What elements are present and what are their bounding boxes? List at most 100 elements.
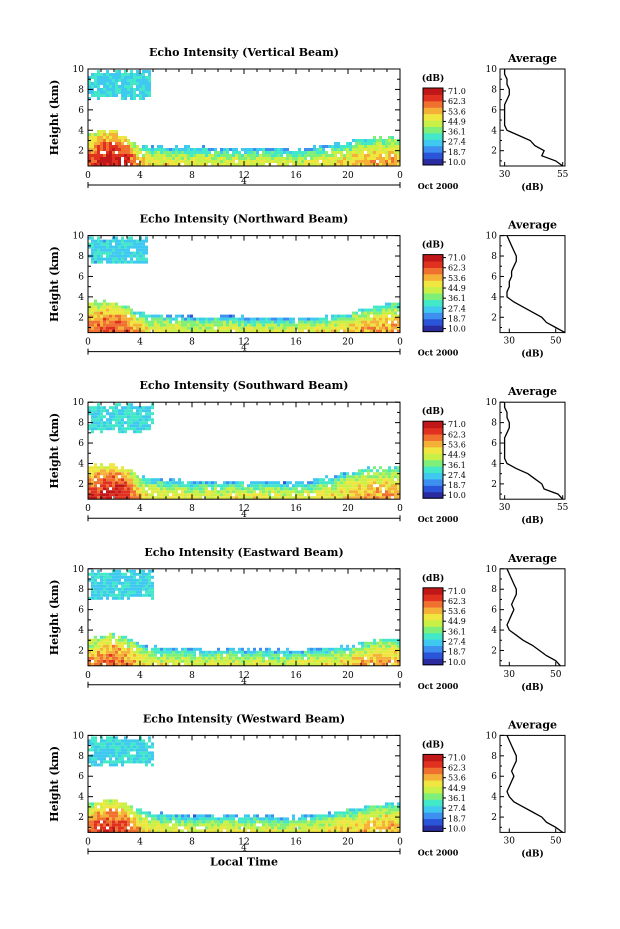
heatmap-cell bbox=[112, 305, 115, 309]
colorbar-segment bbox=[423, 459, 443, 467]
heatmap-cell bbox=[382, 656, 385, 660]
heatmap-cell bbox=[133, 157, 136, 160]
heatmap-cell bbox=[127, 751, 130, 755]
heatmap-cell bbox=[193, 829, 196, 833]
heatmap-cell bbox=[115, 584, 118, 588]
heatmap-cell bbox=[88, 424, 91, 428]
heatmap-cell bbox=[373, 320, 376, 324]
heatmap-cell bbox=[211, 659, 214, 663]
heatmap-cell bbox=[280, 487, 283, 491]
heatmap-cell bbox=[103, 757, 106, 761]
heatmap-cell bbox=[373, 151, 376, 154]
heatmap-cell bbox=[106, 490, 109, 494]
heatmap-cell bbox=[271, 650, 274, 654]
heatmap-cell bbox=[100, 596, 103, 600]
heatmap-cell bbox=[145, 811, 148, 815]
heatmap-cell bbox=[148, 814, 151, 818]
heatmap-cell bbox=[265, 320, 268, 324]
heatmap-cell bbox=[160, 647, 163, 651]
heatmap-cell bbox=[127, 239, 130, 243]
colorbar-unit: (dB) bbox=[422, 240, 444, 251]
heatmap-cell bbox=[142, 487, 145, 491]
heatmap-cell bbox=[184, 814, 187, 818]
heatmap-cell bbox=[139, 578, 142, 582]
heatmap-cell bbox=[352, 829, 355, 833]
date-label: Oct 2000 bbox=[418, 348, 459, 358]
heatmap-cell bbox=[376, 142, 379, 145]
heatmap-cell bbox=[349, 475, 352, 479]
heatmap-cell bbox=[217, 154, 220, 157]
heatmap-cell bbox=[217, 157, 220, 160]
heatmap-cell bbox=[367, 493, 370, 497]
heatmap-cell bbox=[121, 493, 124, 497]
heatmap-cell bbox=[166, 487, 169, 491]
heatmap-cell bbox=[106, 814, 109, 818]
heatmap-cell bbox=[100, 415, 103, 419]
heatmap-cell bbox=[145, 251, 148, 255]
colorbar-tick-label: 71.0 bbox=[448, 254, 466, 263]
heatmap-cell bbox=[322, 145, 325, 148]
heatmap-cell bbox=[124, 638, 127, 642]
heatmap-cell bbox=[313, 823, 316, 827]
heatmap-cell bbox=[241, 329, 244, 333]
heatmap-cell bbox=[361, 475, 364, 479]
heatmap-cell bbox=[391, 320, 394, 324]
heatmap-cell bbox=[292, 317, 295, 321]
heatmap-cell bbox=[256, 820, 259, 824]
heatmap-cell bbox=[130, 421, 133, 425]
heatmap-cell bbox=[112, 326, 115, 330]
heatmap-cell bbox=[262, 823, 265, 827]
heatmap-cell bbox=[397, 481, 400, 485]
heatmap-cell bbox=[316, 493, 319, 497]
heatmap-cell bbox=[88, 151, 91, 154]
heatmap-cell bbox=[205, 817, 208, 821]
heatmap-cell bbox=[193, 656, 196, 660]
heatmap-cell bbox=[223, 814, 226, 818]
heatmap-cell bbox=[235, 148, 238, 151]
heatmap-cell bbox=[91, 736, 94, 740]
heatmap-cell bbox=[340, 647, 343, 651]
heatmap-cell bbox=[145, 829, 148, 833]
heatmap-cell bbox=[229, 817, 232, 821]
heatmap-cell bbox=[178, 148, 181, 151]
heatmap-cell bbox=[127, 748, 130, 752]
heatmap-cell bbox=[250, 317, 253, 321]
heatmap-cell bbox=[340, 317, 343, 321]
heatmap-cell bbox=[382, 317, 385, 321]
heatmap-cell bbox=[322, 826, 325, 830]
heatmap-cell bbox=[103, 317, 106, 321]
heatmap-cell bbox=[367, 317, 370, 321]
y-tick-label: 6 bbox=[78, 272, 84, 282]
heatmap-cell bbox=[112, 799, 115, 803]
heatmap-cell bbox=[94, 406, 97, 410]
heatmap-cell bbox=[379, 157, 382, 160]
heatmap-cell bbox=[166, 323, 169, 327]
heatmap-cell bbox=[136, 644, 139, 648]
heatmap-cell bbox=[109, 157, 112, 160]
heatmap-cell bbox=[94, 91, 97, 94]
heatmap-cell bbox=[391, 160, 394, 163]
heatmap-cell bbox=[340, 811, 343, 815]
heatmap-cell bbox=[319, 829, 322, 833]
heatmap-cell bbox=[103, 157, 106, 160]
heatmap-cell bbox=[145, 572, 148, 576]
heatmap-cell bbox=[100, 245, 103, 249]
heatmap-cell bbox=[115, 736, 118, 740]
heatmap-cell bbox=[160, 163, 163, 166]
panel-1: Echo Intensity (Northward Beam)0 4 8 12 16 20… bbox=[48, 213, 566, 360]
heatmap-cell bbox=[88, 578, 91, 582]
heatmap-cell bbox=[124, 254, 127, 258]
heatmap-cell bbox=[145, 496, 148, 500]
heatmap-cell bbox=[196, 662, 199, 666]
heatmap-cell bbox=[211, 814, 214, 818]
heatmap-cell bbox=[142, 245, 145, 249]
heatmap-cell bbox=[376, 317, 379, 321]
heatmap-cell bbox=[136, 418, 139, 422]
heatmap-cell bbox=[361, 478, 364, 482]
heatmap-cell bbox=[304, 823, 307, 827]
heatmap-cell bbox=[109, 478, 112, 482]
heatmap-cell bbox=[136, 311, 139, 315]
heatmap-cell bbox=[94, 817, 97, 821]
heatmap-cell bbox=[175, 145, 178, 148]
heatmap-cell bbox=[379, 496, 382, 500]
